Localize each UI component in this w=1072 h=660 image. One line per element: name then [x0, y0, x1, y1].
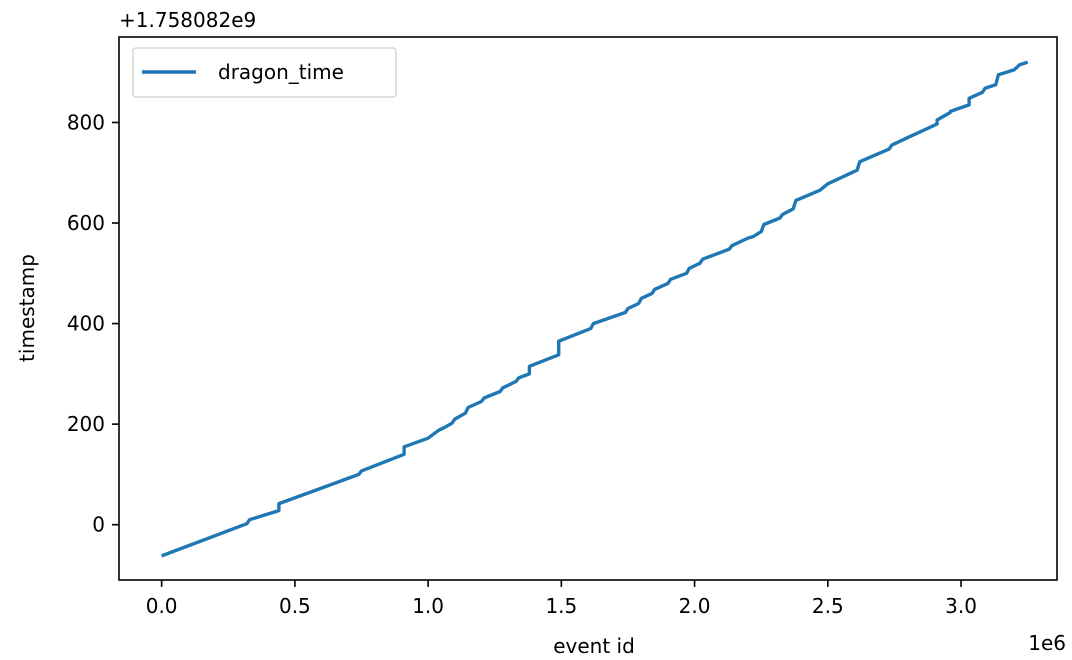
x-tick-label: 3.0: [945, 594, 977, 618]
x-tick-label: 2.5: [812, 594, 844, 618]
series-line-dragon-time: [160, 60, 1029, 558]
y-tick-label: 600: [67, 211, 105, 235]
x-tick-label: 2.0: [679, 594, 711, 618]
y-tick-label: 200: [67, 412, 105, 436]
legend-label-dragon-time: dragon_time: [218, 60, 344, 84]
x-tick-label: 1.5: [545, 594, 577, 618]
x-tick-label: 0.5: [279, 594, 311, 618]
y-axis-label: timestamp: [15, 254, 39, 362]
y-axis-offset-label: +1.758082e9: [119, 8, 256, 32]
y-tick-label: 400: [67, 312, 105, 336]
y-tick-label: 0: [92, 513, 105, 537]
x-tick-label: 1.0: [412, 594, 444, 618]
y-tick-label: 800: [67, 110, 105, 134]
x-tick-label: 0.0: [146, 594, 178, 618]
axes-frame: [118, 36, 1058, 581]
legend-box: [132, 47, 397, 98]
x-axis-label: event id: [553, 634, 635, 658]
legend: dragon_time: [132, 47, 397, 98]
x-axis-offset-label: 1e6: [1028, 631, 1066, 655]
plot-area: [160, 60, 1029, 558]
y-axis: 0 200 400 600 800: [67, 110, 119, 537]
x-axis: 0.0 0.5 1.0 1.5 2.0 2.5 3.0: [146, 580, 977, 618]
